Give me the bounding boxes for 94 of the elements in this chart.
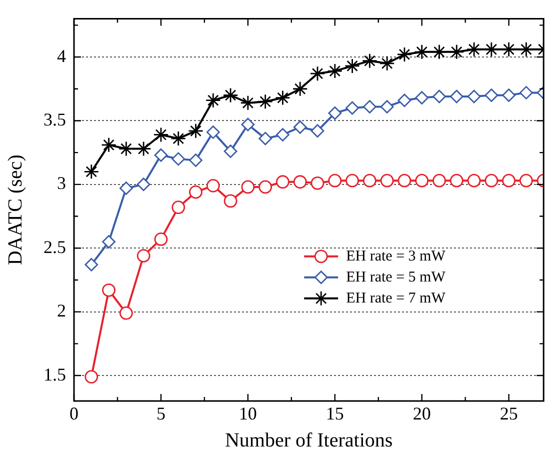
point bbox=[293, 120, 307, 134]
point bbox=[258, 94, 274, 110]
point bbox=[275, 90, 290, 106]
point bbox=[502, 88, 516, 102]
point bbox=[206, 125, 220, 139]
legend-label: EH rate = 3 mW bbox=[346, 248, 446, 264]
x-tick-label: 25 bbox=[500, 404, 518, 424]
point bbox=[346, 174, 359, 188]
point bbox=[432, 44, 447, 60]
point bbox=[84, 164, 100, 180]
point bbox=[520, 174, 533, 188]
point bbox=[119, 182, 133, 195]
y-tick-label: 4 bbox=[57, 46, 66, 66]
point bbox=[448, 44, 464, 60]
y-tick-label: 2.5 bbox=[44, 236, 66, 257]
point bbox=[101, 137, 116, 153]
point bbox=[84, 370, 98, 384]
point bbox=[292, 81, 308, 97]
point bbox=[136, 249, 150, 262]
point bbox=[310, 124, 324, 138]
point bbox=[414, 44, 430, 60]
point bbox=[119, 306, 133, 320]
point bbox=[188, 123, 204, 139]
point bbox=[484, 42, 500, 58]
point bbox=[102, 235, 116, 248]
point bbox=[432, 90, 446, 104]
x-tick-label: 0 bbox=[70, 404, 78, 424]
point bbox=[380, 100, 394, 114]
x-tick-label: 10 bbox=[238, 404, 257, 424]
point bbox=[520, 86, 533, 100]
point bbox=[328, 106, 342, 120]
point bbox=[224, 144, 238, 158]
x-tick-label: 5 bbox=[156, 404, 166, 424]
x-tick-label: 20 bbox=[412, 404, 431, 424]
legend-label: EH rate = 7 mW bbox=[346, 290, 446, 306]
point bbox=[241, 180, 255, 194]
x-tick-label: 15 bbox=[326, 404, 344, 424]
point bbox=[118, 141, 134, 156]
point bbox=[189, 154, 202, 167]
point bbox=[224, 194, 238, 208]
point bbox=[293, 175, 307, 189]
point bbox=[276, 128, 290, 142]
point bbox=[467, 90, 481, 104]
point bbox=[501, 42, 517, 58]
point bbox=[327, 63, 343, 79]
point bbox=[415, 174, 429, 188]
point bbox=[170, 130, 186, 146]
point bbox=[189, 185, 202, 199]
point bbox=[380, 174, 394, 188]
point bbox=[362, 53, 378, 69]
point bbox=[379, 56, 395, 72]
point bbox=[346, 101, 359, 115]
legend-label: EH rate = 5 mW bbox=[346, 269, 446, 286]
point bbox=[502, 174, 516, 188]
point bbox=[241, 118, 255, 132]
point bbox=[344, 58, 360, 74]
point bbox=[484, 174, 498, 188]
point bbox=[398, 94, 412, 108]
point bbox=[172, 200, 186, 214]
point bbox=[258, 180, 272, 194]
point bbox=[362, 100, 376, 114]
point bbox=[310, 176, 324, 190]
point bbox=[415, 91, 429, 104]
y-tick-label: 3.5 bbox=[44, 109, 66, 130]
point bbox=[466, 42, 482, 58]
y-tick-label: 3 bbox=[57, 173, 66, 194]
point bbox=[328, 174, 342, 188]
point bbox=[396, 46, 412, 62]
point bbox=[153, 127, 169, 142]
point bbox=[450, 90, 464, 104]
point bbox=[154, 148, 168, 162]
point bbox=[432, 174, 446, 188]
point bbox=[276, 175, 290, 189]
point bbox=[205, 92, 221, 108]
x-axis-title: Number of Iterations bbox=[224, 429, 393, 452]
point bbox=[136, 178, 150, 192]
point bbox=[518, 42, 534, 58]
point bbox=[222, 88, 238, 103]
point bbox=[240, 95, 256, 111]
point bbox=[84, 258, 98, 272]
y-tick-label: 2 bbox=[57, 300, 66, 321]
point bbox=[310, 66, 326, 82]
y-tick-label: 1.5 bbox=[44, 364, 66, 384]
point bbox=[102, 283, 116, 297]
point bbox=[484, 88, 498, 102]
point bbox=[258, 132, 272, 146]
point bbox=[206, 178, 220, 192]
point bbox=[362, 174, 376, 188]
point bbox=[450, 174, 464, 188]
point bbox=[154, 232, 168, 246]
y-axis-title: DAATC (sec) bbox=[4, 154, 26, 266]
point bbox=[398, 174, 412, 188]
point bbox=[467, 174, 481, 188]
point bbox=[172, 152, 186, 166]
